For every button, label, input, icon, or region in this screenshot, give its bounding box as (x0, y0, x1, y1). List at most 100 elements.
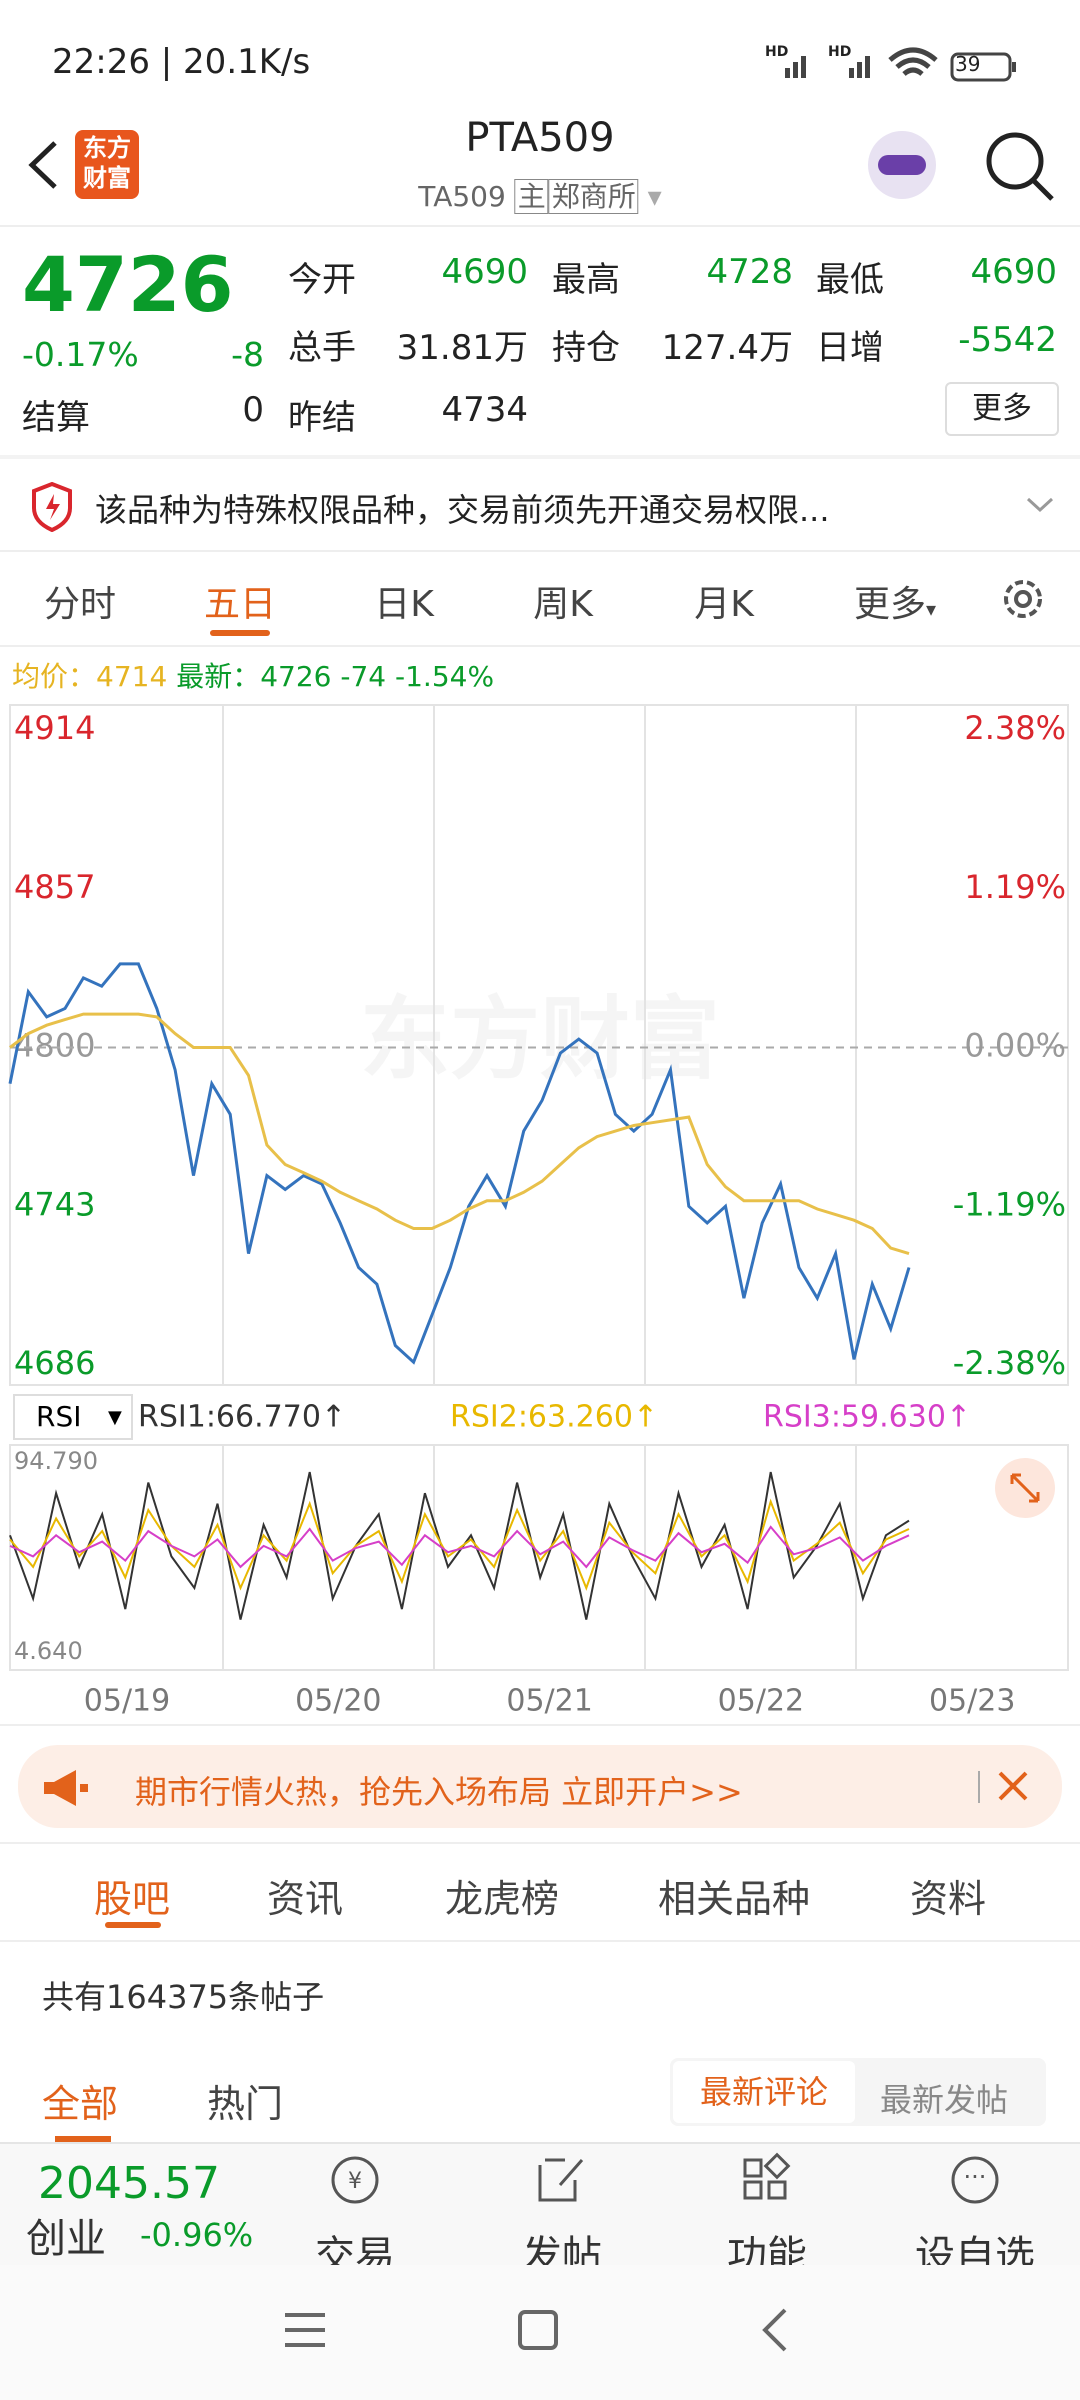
date-label: 05/22 (718, 1684, 804, 1719)
more-button[interactable]: 更多 (945, 382, 1059, 436)
svg-text:···: ··· (964, 2163, 987, 2191)
title: PTA509 (465, 115, 615, 161)
ad-banner[interactable] (18, 1745, 1062, 1828)
pct: -1.54% (395, 660, 495, 693)
field-value: 4734 (441, 390, 528, 430)
tab[interactable]: 更多▾ (853, 584, 937, 625)
svg-text:¥: ¥ (348, 2169, 362, 2194)
tab-underline (210, 630, 270, 636)
index-value[interactable]: 2045.57 (38, 2158, 220, 2209)
ad-text[interactable]: 期市行情火热，抢先入场布局 立即开户>> (135, 1773, 743, 1811)
price: 4726 (22, 240, 234, 329)
tab[interactable]: 相关品种 (657, 1877, 811, 1921)
tag: 主 (514, 179, 549, 214)
bottom-icons: ¥ ··· (331, 2152, 999, 2204)
tab-underline (105, 1922, 161, 1928)
tab[interactable]: 月K (694, 584, 754, 625)
field-value: -5542 (958, 320, 1057, 360)
y2-tick-label: 1.19% (964, 868, 1066, 906)
legend-entry: RSI3:59.630↑ (763, 1400, 971, 1435)
settings[interactable] (997, 573, 1049, 625)
tab-active[interactable]: 股吧 (93, 1877, 171, 1921)
y2-tick-label: -2.38% (953, 1344, 1066, 1382)
status-time: 22:26 | 20.1K/s (52, 42, 311, 82)
subtitle: TA509 (418, 180, 506, 213)
date-label: 05/20 (295, 1684, 381, 1719)
field-label: 昨结 (288, 398, 356, 438)
filter-active[interactable]: 全部 (42, 2082, 119, 2126)
tab[interactable]: 资料 (909, 1877, 987, 1921)
header-icons (868, 131, 1054, 201)
field-value: 4690 (441, 252, 528, 292)
field-label: 最低 (816, 260, 884, 300)
rsi-selector[interactable]: RSI (36, 1400, 82, 1433)
tab[interactable]: 周K (533, 584, 593, 625)
series-line (9, 1525, 910, 1569)
field-label: 日增 (816, 328, 884, 368)
y2-tick-label: 0.00% (964, 1027, 1066, 1065)
sort[interactable]: 最新发帖 (880, 2081, 1009, 2119)
battery: 39 (955, 52, 981, 76)
info-line: 均价：4714 最新：4726 -74 -1.54% (12, 655, 494, 695)
y-tick-label: 4743 (14, 1185, 95, 1223)
field-label: 总手 (288, 328, 356, 368)
date-label: 05/23 (929, 1684, 1015, 1719)
field-value: 4690 (970, 252, 1057, 292)
expand[interactable] (1025, 495, 1055, 515)
subtitle-row: TA509 主郑商所 ▾ (418, 179, 662, 214)
field-value: 4728 (706, 252, 793, 292)
tab[interactable]: 龙虎榜 (444, 1877, 560, 1921)
series-line (9, 1471, 910, 1620)
hd: HD (828, 44, 852, 60)
last-label: 最新： (176, 660, 261, 693)
change: -74 (340, 660, 387, 693)
system-nav (0, 2265, 1080, 2400)
post-count: 共有164375条帖子 (42, 1978, 325, 2016)
field-label: 今开 (288, 260, 356, 300)
series-line (9, 1012, 910, 1256)
avg: 4714 (96, 660, 168, 693)
close[interactable] (975, 1765, 1045, 1809)
y-tick-label: 94.790 (14, 1447, 98, 1475)
y2-tick-label: -1.19% (953, 1185, 1066, 1223)
legend-entry: RSI1:66.770↑ (138, 1400, 346, 1435)
back[interactable] (20, 135, 70, 195)
field-label: 持仓 (552, 328, 620, 368)
tab-label: 更多 (853, 584, 926, 625)
logo-text: 财富 (83, 164, 131, 192)
date-label: 05/19 (84, 1684, 170, 1719)
settle-label: 结算 (22, 398, 90, 438)
filter-underline (55, 2136, 111, 2142)
change: -8 (231, 335, 264, 374)
warning-icon (32, 482, 72, 532)
notice[interactable]: 该品种为特殊权限品种，交易前须先开通交易权限... (95, 491, 830, 529)
y2-tick-label: 2.38% (964, 709, 1066, 747)
speaker (44, 1770, 88, 1806)
tab[interactable]: 分时 (43, 584, 117, 625)
sort-active[interactable]: 最新评论 (673, 2061, 855, 2123)
change-pct: -0.17% (22, 335, 139, 374)
legend-entry: RSI2:63.260↑ (450, 1400, 658, 1435)
logo: 东方 财富 (75, 130, 139, 199)
filter[interactable]: 热门 (207, 2082, 284, 2126)
avg-label: 均价： (12, 660, 97, 693)
tab[interactable]: 日K (374, 584, 434, 625)
tab[interactable]: 资讯 (266, 1877, 344, 1921)
index-name: 创业 (26, 2216, 106, 2262)
date-label: 05/21 (506, 1684, 592, 1719)
y-tick-label: 4.640 (14, 1637, 83, 1665)
bottom-bar (0, 2142, 1080, 2267)
svg-text:▼: ▼ (108, 1407, 122, 1428)
watermark: 东方财富 (360, 987, 720, 1092)
y-tick-label: 4857 (14, 868, 95, 906)
series-line (9, 1498, 910, 1591)
field-value: 127.4万 (661, 328, 793, 368)
field-label: 最高 (552, 260, 620, 300)
y-tick-label: 4800 (14, 1027, 95, 1065)
hd: HD (765, 44, 789, 60)
logo-text: 东方 (83, 134, 131, 162)
settle: 0 (242, 390, 264, 430)
index-change: -0.96% (140, 2216, 254, 2254)
y-tick-label: 4914 (14, 709, 95, 747)
tab-active[interactable]: 五日 (203, 584, 277, 625)
